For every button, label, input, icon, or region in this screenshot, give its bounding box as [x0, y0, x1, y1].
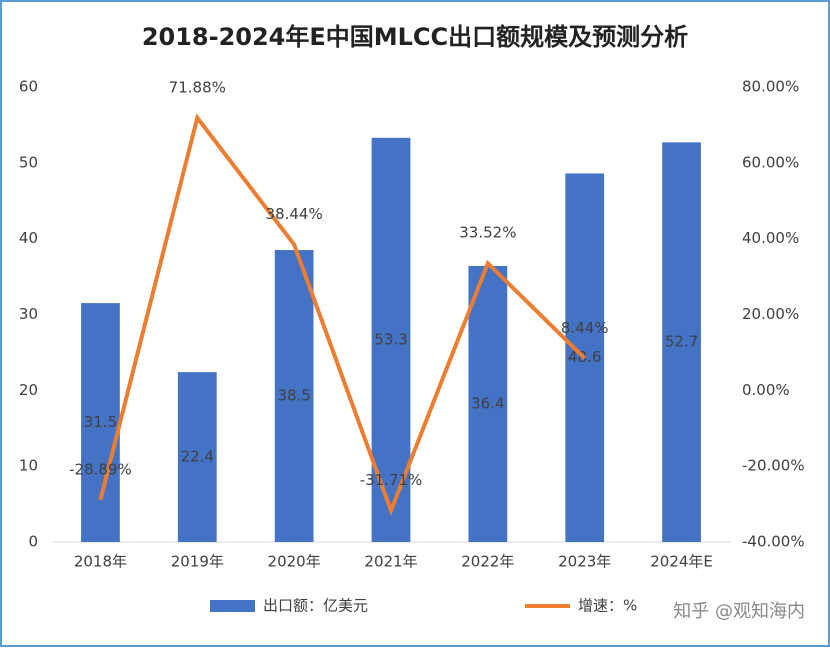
y2-tick-label: 80.00% — [742, 78, 799, 96]
x-tick-label: 2022年 — [461, 553, 514, 571]
y-tick-label: 30 — [19, 305, 38, 323]
bar-label: 38.5 — [277, 387, 310, 405]
y-tick-label: 40 — [19, 229, 38, 247]
line-label: 33.52% — [459, 224, 516, 242]
x-tick-label: 2018年 — [74, 553, 127, 571]
bar-label: 36.4 — [471, 394, 504, 412]
y-tick-label: 0 — [28, 533, 38, 551]
bar — [468, 265, 508, 542]
y2-tick-label: 20.00% — [742, 305, 799, 323]
line-label: -31.71% — [360, 471, 423, 489]
bar-label: 22.4 — [181, 448, 214, 466]
chart-title: 2018-2024年E中国MLCC出口额规模及预测分析 — [142, 23, 688, 51]
line-label: 71.88% — [169, 78, 226, 96]
bar-label: 52.7 — [665, 333, 698, 351]
bar — [177, 372, 217, 542]
y2-tick-label: -40.00% — [742, 533, 805, 551]
y-tick-label: 60 — [19, 78, 38, 96]
legend-label: 出口额：亿美元 — [263, 597, 368, 615]
legend-label: 增速：% — [578, 597, 637, 615]
y2-tick-label: 40.00% — [742, 229, 799, 247]
y-tick-label: 50 — [19, 153, 38, 171]
line-label: 38.44% — [266, 205, 323, 223]
bar — [81, 303, 120, 542]
line-label: -28.89% — [69, 460, 132, 478]
x-tick-label: 2024年E — [650, 553, 713, 571]
bar-label: 31.5 — [84, 413, 117, 431]
line — [98, 113, 587, 517]
y2-tick-label: 60.00% — [742, 153, 799, 171]
y2-tick-label: -20.00% — [742, 457, 805, 475]
bar — [662, 142, 701, 542]
line-label: 8.44% — [561, 319, 609, 337]
x-tick-label: 2019年 — [171, 553, 224, 571]
x-tick-label: 2020年 — [268, 553, 321, 571]
watermark: 知乎 @观知海内 — [673, 601, 805, 622]
x-tick-label: 2021年 — [364, 553, 417, 571]
y-tick-label: 10 — [19, 457, 38, 475]
x-tick-label: 2023年 — [558, 553, 611, 571]
bar-label: 53.3 — [374, 330, 407, 348]
bar — [274, 250, 314, 542]
y-tick-label: 20 — [19, 381, 38, 399]
legend-swatch — [210, 600, 255, 612]
y2-tick-label: 0.00% — [742, 381, 790, 399]
